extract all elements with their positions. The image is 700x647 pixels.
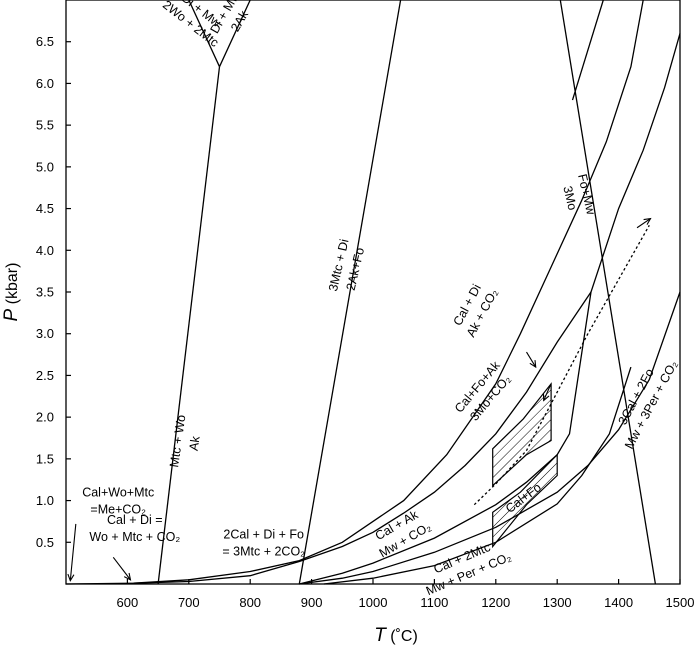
x-axis-ticks: 600 700 800 900 1000 1100 1200 1300 1400 1500 xyxy=(117,579,695,610)
x-tick-label: 700 xyxy=(178,595,200,610)
y-axis-variable: P xyxy=(1,308,22,321)
y-tick-label: 1.5 xyxy=(36,451,54,466)
reaction-curve-9 xyxy=(299,33,681,585)
reaction-curve-8 xyxy=(133,291,592,584)
x-tick-label: 1000 xyxy=(359,595,388,610)
x-axis-title: T (˚C) xyxy=(374,625,418,646)
reaction-curve-3 xyxy=(218,0,251,67)
reaction-label-line: Wo + Mtc + CO₂ xyxy=(89,530,180,544)
x-tick-label: 1100 xyxy=(420,595,448,610)
reaction-label-line: Fo+Mw xyxy=(575,173,598,217)
y-tick-label: 5.0 xyxy=(36,159,54,174)
x-tick-label: 1400 xyxy=(604,595,633,610)
arrow-3 xyxy=(636,217,652,229)
y-tick-label: 4.0 xyxy=(36,243,54,258)
y-tick-label: 6.5 xyxy=(36,34,54,49)
arrows xyxy=(67,217,652,582)
y-axis-title: P (kbar) xyxy=(1,263,22,322)
hatched-regions xyxy=(492,382,558,549)
y-tick-label: 2.0 xyxy=(36,410,54,425)
reaction-label-line: Ak xyxy=(187,435,203,452)
reaction-label-line: 2Cal + Di + Fo xyxy=(223,527,304,541)
reaction-label-2cal-di-fo: 2Cal + Di + Fo = 3Mtc + 2CO₂ xyxy=(222,527,305,558)
y-tick-label: 1.0 xyxy=(36,493,54,508)
reaction-curves xyxy=(65,0,681,585)
reaction-label-line: Cal+Fo xyxy=(503,480,544,516)
reaction-label-cal-di-wo: Cal + Di = Wo + Mtc + CO₂ xyxy=(89,513,180,544)
y-tick-label: 3.5 xyxy=(36,285,54,300)
reaction-curve-6 xyxy=(571,0,604,101)
reaction-curve-2 xyxy=(188,0,221,67)
x-tick-label: 1300 xyxy=(543,595,572,610)
y-tick-label: 5.5 xyxy=(36,118,54,133)
reaction-curve-7 xyxy=(65,0,644,585)
reaction-label-cal-wo-mtc: Cal+Wo+Mtc =Me+CO₂ xyxy=(82,486,154,517)
x-tick-label: 1500 xyxy=(666,595,695,610)
x-tick-label: 1200 xyxy=(481,595,510,610)
reaction-curve-11 xyxy=(323,366,632,585)
reaction-curve-10 xyxy=(299,291,681,585)
x-tick-label: 900 xyxy=(301,595,323,610)
x-tick-label: 600 xyxy=(117,595,139,610)
reaction-label-line: =Me+CO₂ xyxy=(90,503,146,517)
arrow-4 xyxy=(526,351,537,369)
x-axis-unit: (˚C) xyxy=(386,628,418,645)
y-tick-label: 2.5 xyxy=(36,368,54,383)
reaction-label-line: Cal+Wo+Mtc xyxy=(82,486,154,500)
reaction-label-line: = 3Mtc + 2CO₂ xyxy=(222,544,305,558)
y-tick-label: 4.5 xyxy=(36,201,54,216)
reaction-label-line: 3Mo xyxy=(560,185,579,212)
arrow-1 xyxy=(67,523,77,582)
dotted-path-line xyxy=(473,224,650,506)
reaction-label-cal-fo: Cal+Fo xyxy=(503,480,544,516)
arrow-2 xyxy=(112,556,132,581)
y-axis-unit: (kbar) xyxy=(4,263,21,309)
y-tick-label: 0.5 xyxy=(36,535,54,550)
x-tick-label: 800 xyxy=(239,595,261,610)
y-tick-label: 3.0 xyxy=(36,326,54,341)
y-tick-label: 6.0 xyxy=(36,76,54,91)
reaction-curve-5 xyxy=(559,0,657,585)
reaction-label-line: Mtc + Wo xyxy=(167,414,188,468)
arrow-5 xyxy=(542,383,552,402)
reaction-label-line: Cal + Di = xyxy=(107,513,163,527)
reaction-curve-1 xyxy=(157,66,221,585)
reaction-curve-4 xyxy=(298,0,402,585)
plot-frame xyxy=(65,0,681,585)
x-axis-variable: T xyxy=(374,625,387,646)
y-axis-ticks: 0.5 1.0 1.5 2.0 2.5 3.0 3.5 4.0 4.5 5.0 5.5 6.0 6.5 xyxy=(36,34,71,550)
